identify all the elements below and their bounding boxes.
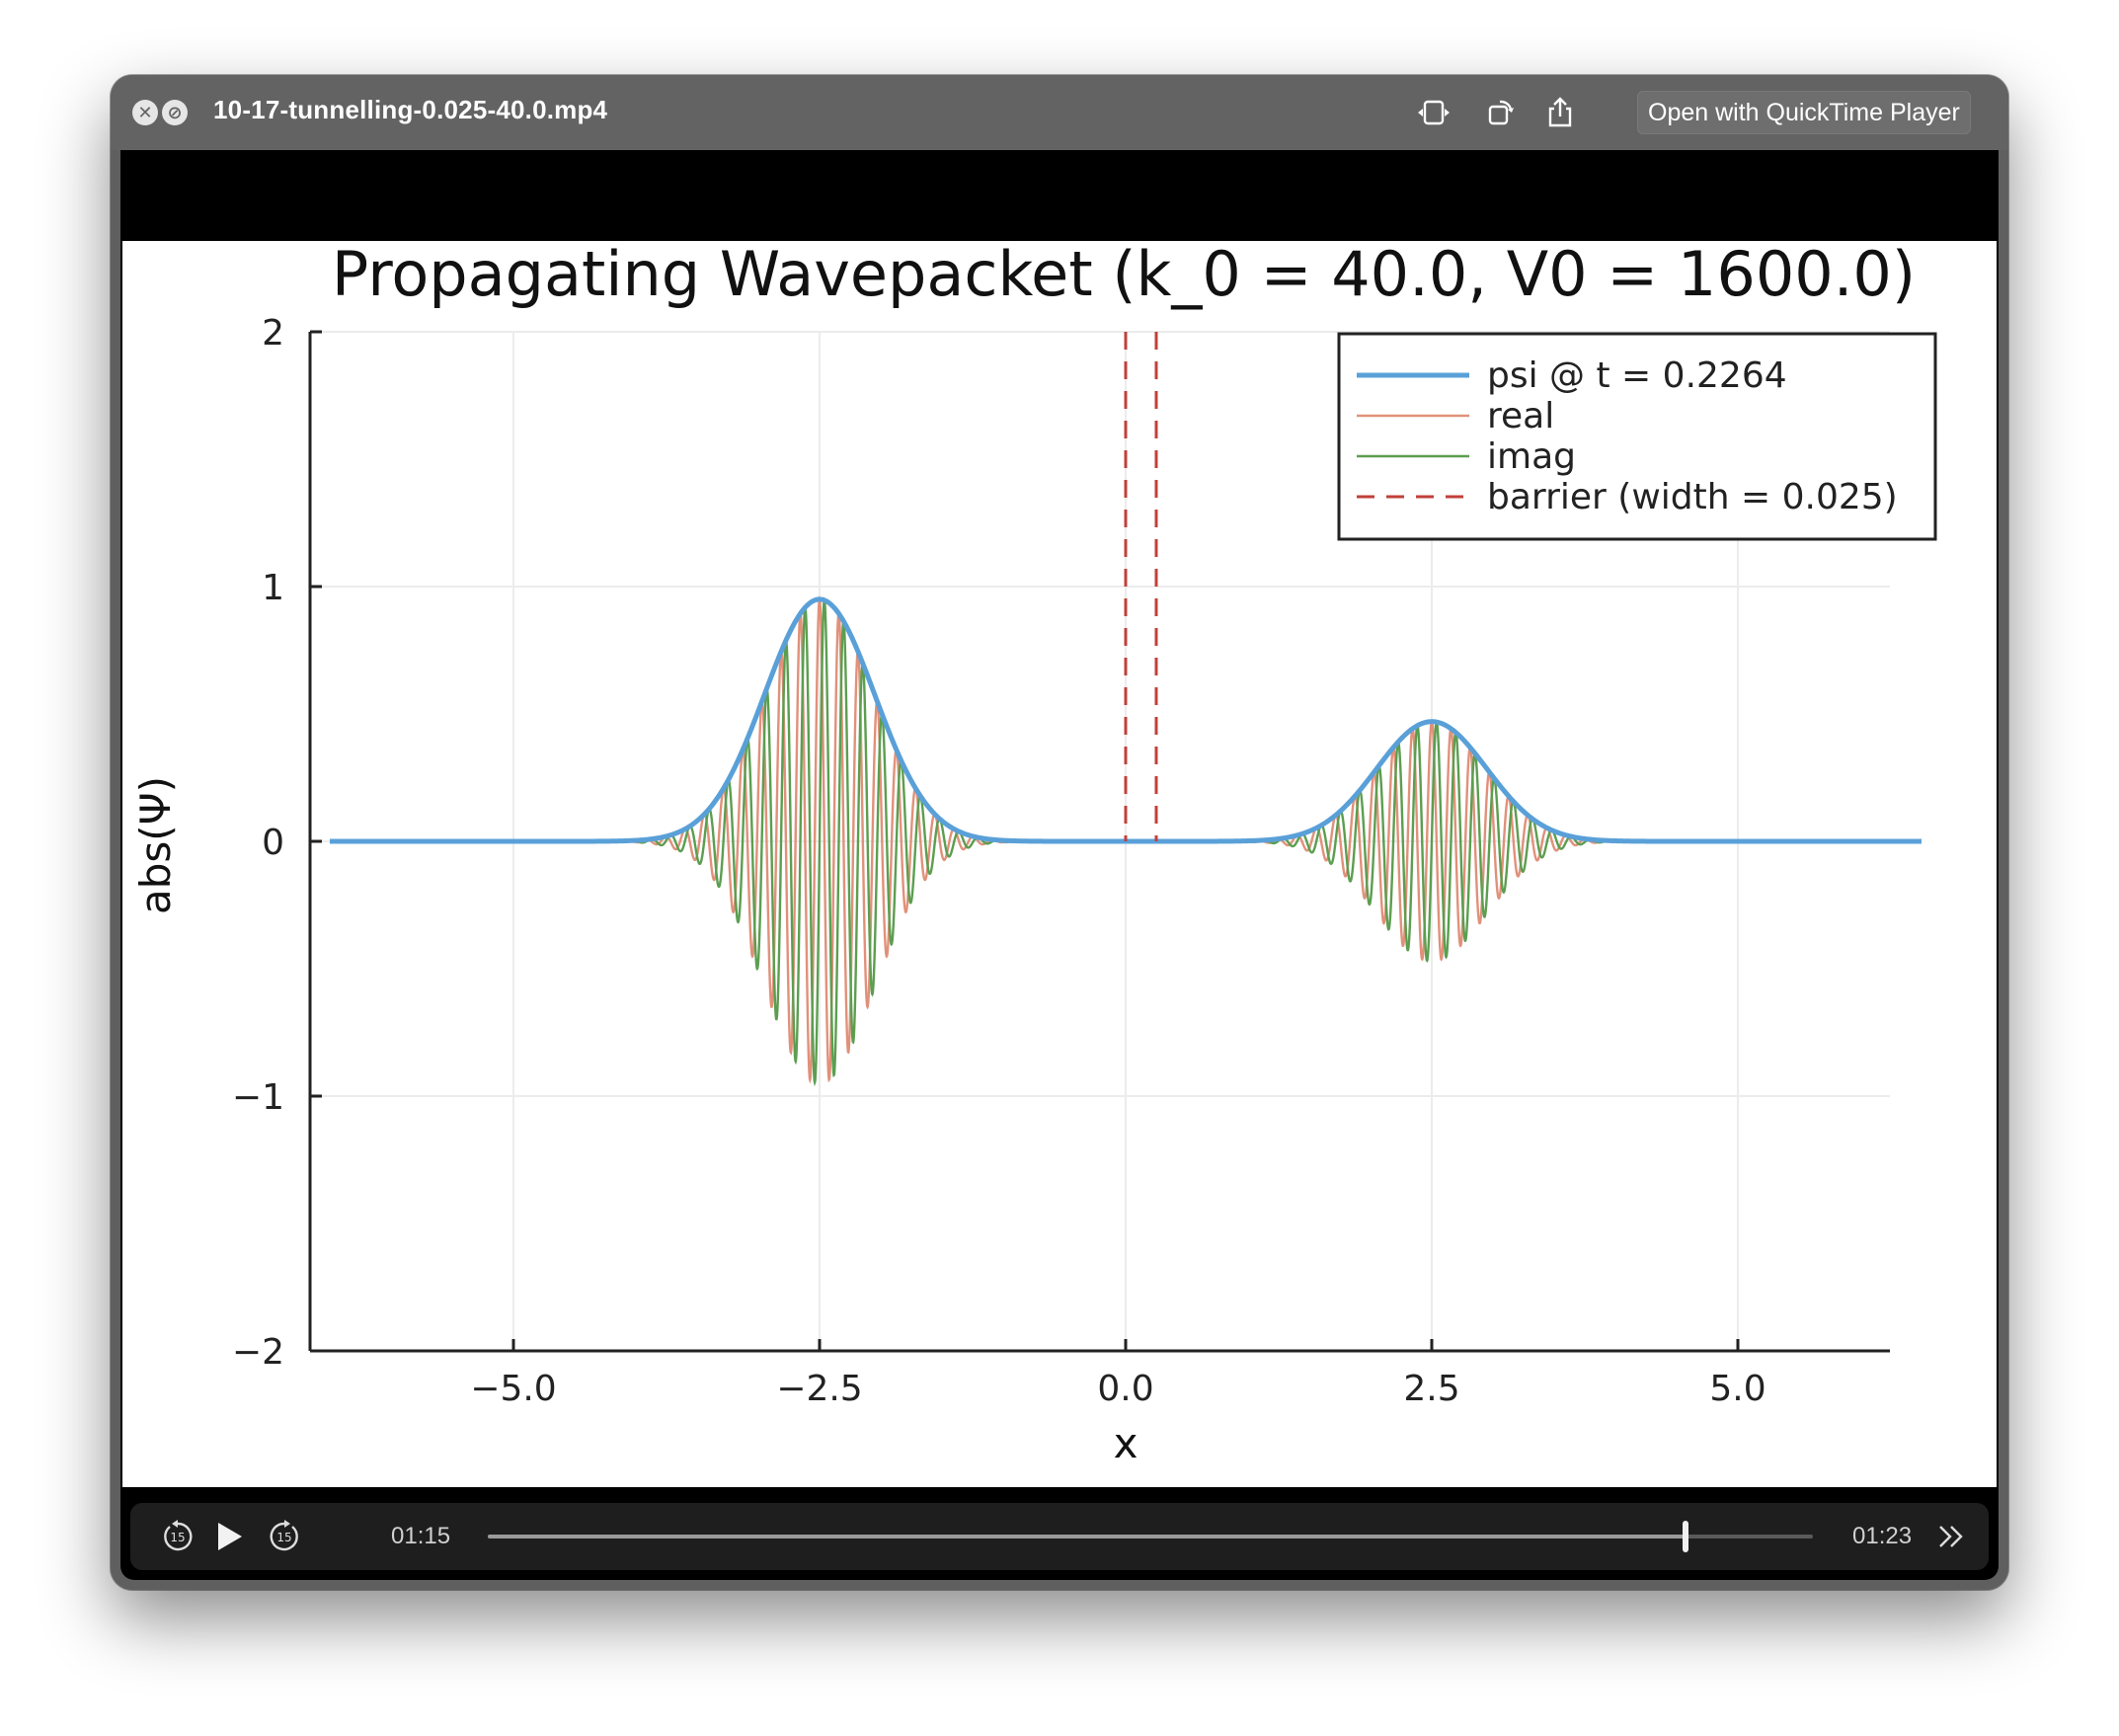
skip-back-label: 15 — [170, 1531, 185, 1544]
open-with-quicktime-button[interactable]: Open with QuickTime Player — [1637, 91, 1971, 134]
chart-ticks: −5.0 −2.5 0.0 2.5 5.0 −2 −1 0 1 2 — [232, 313, 1766, 1409]
video-frame: −5.0 −2.5 0.0 2.5 5.0 −2 −1 0 1 2 Propagating Wav… — [122, 238, 1997, 1562]
legend-label-0: psi @ t = 0.2264 — [1487, 355, 1787, 396]
chevron-right-double-icon — [1939, 1526, 1963, 1547]
y-tick-label-0: −2 — [232, 1332, 284, 1373]
hide-icon[interactable]: ⊘ — [162, 100, 188, 125]
y-tick-label-4: 2 — [262, 313, 284, 354]
timeline-scrubber[interactable] — [488, 1521, 1813, 1552]
elapsed-time: 01:15 — [391, 1523, 451, 1549]
timeline-progress — [488, 1535, 1686, 1539]
chart-ylabel: abs(Ψ) — [131, 776, 180, 914]
skip-forward-icon: 15 — [270, 1520, 298, 1551]
y-tick-label-1: −1 — [232, 1077, 284, 1118]
x-tick-label-4: 5.0 — [1709, 1369, 1766, 1409]
y-tick-label-2: 0 — [262, 823, 284, 863]
x-tick-label-1: −2.5 — [776, 1369, 862, 1409]
legend-box — [1337, 332, 1937, 541]
legend-label-1: real — [1487, 396, 1554, 436]
skip-back-icon: 15 — [164, 1520, 193, 1551]
playback-controls: 15 15 01:15 01:23 — [130, 1503, 1989, 1570]
playhead-handle[interactable] — [1682, 1521, 1688, 1552]
duration-time: 01:23 — [1852, 1523, 1913, 1549]
preview-window: ✕ ⊘ 10-17-tunnelling-0.025-40.0.mp4 — [111, 75, 2008, 1590]
chart-title: Propagating Wavepacket (k_0 = 40.0, V0 =… — [332, 241, 1916, 310]
video-area[interactable]: −5.0 −2.5 0.0 2.5 5.0 −2 −1 0 1 2 Propagating Wav… — [120, 150, 1999, 1580]
x-tick-label-0: −5.0 — [470, 1369, 556, 1409]
rotate-icon[interactable] — [1481, 93, 1521, 132]
share-icon[interactable] — [1540, 93, 1580, 132]
play-button[interactable] — [209, 1517, 249, 1556]
fit-window-icon[interactable] — [1414, 93, 1453, 132]
title-bar: ✕ ⊘ 10-17-tunnelling-0.025-40.0.mp4 — [111, 75, 2008, 150]
wavepacket-chart: −5.0 −2.5 0.0 2.5 5.0 −2 −1 0 1 2 Propagating Wav… — [131, 238, 1937, 1467]
x-tick-label-3: 2.5 — [1403, 1369, 1459, 1409]
chart-series — [330, 332, 1922, 1087]
window-title: 10-17-tunnelling-0.025-40.0.mp4 — [213, 95, 608, 124]
y-tick-label-3: 1 — [262, 568, 284, 608]
skip-back-15-button[interactable]: 15 — [158, 1517, 197, 1556]
close-icon[interactable]: ✕ — [132, 100, 158, 125]
legend-label-2: imag — [1487, 436, 1576, 477]
x-tick-label-2: 0.0 — [1097, 1369, 1153, 1409]
skip-forward-15-button[interactable]: 15 — [265, 1517, 304, 1556]
play-icon — [218, 1523, 242, 1550]
legend-label-3: barrier (width = 0.025) — [1487, 477, 1898, 517]
more-controls-button[interactable] — [1933, 1517, 1969, 1556]
skip-forward-label: 15 — [276, 1531, 291, 1544]
chart-xlabel: x — [1114, 1419, 1138, 1467]
